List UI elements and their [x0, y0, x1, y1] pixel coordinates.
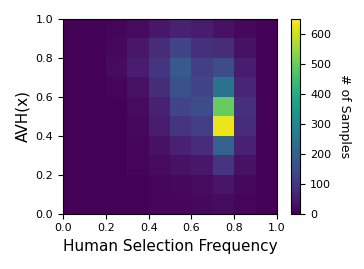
- X-axis label: Human Selection Frequency: Human Selection Frequency: [63, 239, 277, 254]
- Y-axis label: AVH(x): AVH(x): [15, 90, 30, 142]
- Y-axis label: # of Samples: # of Samples: [337, 74, 351, 158]
